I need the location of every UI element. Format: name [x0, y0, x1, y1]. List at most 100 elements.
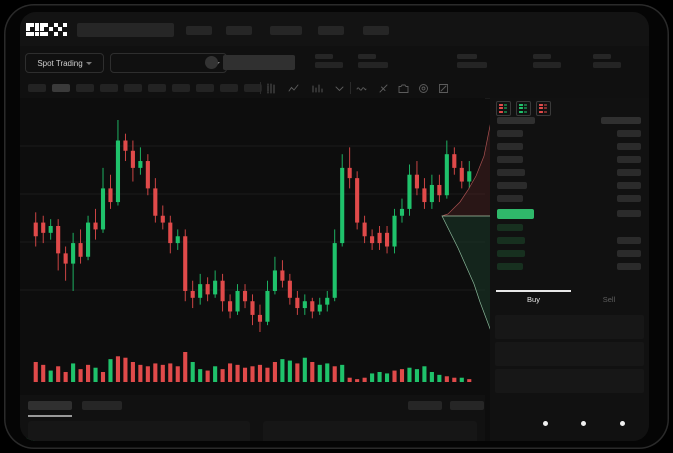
footer-tab-history[interactable] — [82, 401, 122, 410]
book-icon-bids[interactable] — [516, 101, 531, 116]
nav-item-5[interactable] — [363, 26, 389, 35]
timeframe-3[interactable] — [76, 84, 94, 92]
candle — [467, 161, 472, 189]
ask-row-amount[interactable] — [617, 182, 641, 189]
candle — [93, 208, 98, 240]
timeframe-8[interactable] — [196, 84, 214, 92]
tab-buy[interactable]: Buy — [527, 295, 540, 304]
volume-bar — [63, 372, 68, 382]
wave-icon[interactable] — [356, 83, 367, 94]
slider-stop-25[interactable] — [543, 421, 548, 426]
timeframe-9[interactable] — [220, 84, 238, 92]
volume-bar — [138, 364, 143, 382]
global-search-input[interactable] — [77, 23, 174, 37]
ask-row-price[interactable] — [497, 156, 523, 163]
camera-icon[interactable] — [398, 83, 409, 94]
volume-bar — [145, 366, 150, 382]
ask-row-price[interactable] — [497, 169, 525, 176]
candle — [437, 174, 442, 203]
ask-row-price[interactable] — [497, 182, 527, 189]
order-book[interactable] — [490, 98, 649, 293]
volume-bar — [235, 364, 240, 382]
candle — [190, 280, 195, 309]
ask-row-amount[interactable] — [617, 143, 641, 150]
stat-label-placeholder — [315, 54, 333, 59]
timeframe-1[interactable] — [28, 84, 46, 92]
volume-bar — [78, 369, 83, 382]
candlestick-icon[interactable] — [266, 83, 277, 94]
candle — [280, 260, 285, 288]
timeframe-6[interactable] — [148, 84, 166, 92]
toolbar-divider — [350, 82, 351, 94]
ask-row-price[interactable] — [497, 143, 523, 150]
candle — [429, 174, 434, 209]
slider-stop-75[interactable] — [620, 421, 625, 426]
candle — [422, 178, 427, 209]
timeframe-7[interactable] — [172, 84, 190, 92]
chevron-down-icon[interactable] — [334, 83, 345, 94]
volume-bar — [198, 369, 203, 382]
volume-bar — [48, 370, 53, 382]
book-icon-both[interactable] — [496, 101, 511, 116]
stat-value-placeholder — [533, 62, 561, 68]
bid-row-price[interactable] — [497, 263, 523, 270]
volume-bar — [295, 363, 300, 382]
slider-stop-50[interactable] — [581, 421, 586, 426]
ask-row-amount[interactable] — [617, 130, 641, 137]
price-chart[interactable] — [20, 98, 485, 395]
timeframe-2[interactable] — [52, 84, 70, 92]
volume-bar — [190, 362, 195, 382]
ask-row-price[interactable] — [497, 195, 523, 202]
top-header — [20, 12, 649, 46]
ask-row-amount[interactable] — [617, 169, 641, 176]
order-book-spread-highlight — [497, 209, 534, 219]
okx-logo[interactable] — [26, 23, 67, 36]
nav-item-4[interactable] — [318, 26, 344, 35]
footer-action-2[interactable] — [450, 401, 484, 410]
ask-row-amount[interactable] — [617, 195, 641, 202]
volume-bar — [153, 363, 158, 382]
bid-row-amount[interactable] — [617, 263, 641, 270]
line-chart-icon[interactable] — [288, 83, 299, 94]
candle — [175, 229, 180, 250]
volume-bar — [347, 377, 352, 382]
stat-value-placeholder — [593, 62, 621, 68]
timeframe-5[interactable] — [124, 84, 142, 92]
spot-trading-label: Spot Trading — [37, 58, 83, 68]
bid-row-amount[interactable] — [617, 250, 641, 257]
tab-sell[interactable]: Sell — [602, 295, 616, 304]
settings-icon[interactable] — [418, 83, 429, 94]
amount-field[interactable] — [495, 342, 644, 366]
timeframe-4[interactable] — [100, 84, 118, 92]
volume-bar — [250, 366, 255, 382]
footer-tab-open-orders[interactable] — [28, 401, 72, 410]
fullscreen-icon[interactable] — [438, 83, 449, 94]
active-tab-underline — [496, 290, 571, 292]
nav-item-3[interactable] — [270, 26, 302, 35]
bid-row-amount[interactable] — [617, 237, 641, 244]
candle — [414, 161, 419, 196]
indicator-icon[interactable] — [312, 83, 323, 94]
ask-row-amount[interactable] — [617, 156, 641, 163]
candle — [33, 212, 38, 247]
ask-row-price[interactable] — [497, 130, 523, 137]
timeframe-10[interactable] — [244, 84, 262, 92]
candle — [115, 120, 121, 206]
bid-row-price[interactable] — [497, 250, 525, 257]
volume-bar — [41, 364, 46, 382]
spot-trading-dropdown[interactable]: Spot Trading — [25, 53, 104, 73]
total-field[interactable] — [495, 369, 644, 393]
volume-bar — [108, 359, 113, 382]
toolbar-divider — [260, 82, 261, 94]
footer-action-1[interactable] — [408, 401, 442, 410]
candle — [71, 232, 76, 291]
nav-item-2[interactable] — [226, 26, 252, 35]
book-icon-asks[interactable] — [536, 101, 551, 116]
candle — [347, 147, 352, 189]
measure-icon[interactable] — [378, 83, 389, 94]
price-field[interactable] — [495, 315, 644, 339]
bid-row-price[interactable] — [497, 224, 523, 231]
bid-row-price[interactable] — [497, 237, 525, 244]
nav-item-1[interactable] — [186, 26, 212, 35]
depth-bid-area — [441, 215, 500, 340]
